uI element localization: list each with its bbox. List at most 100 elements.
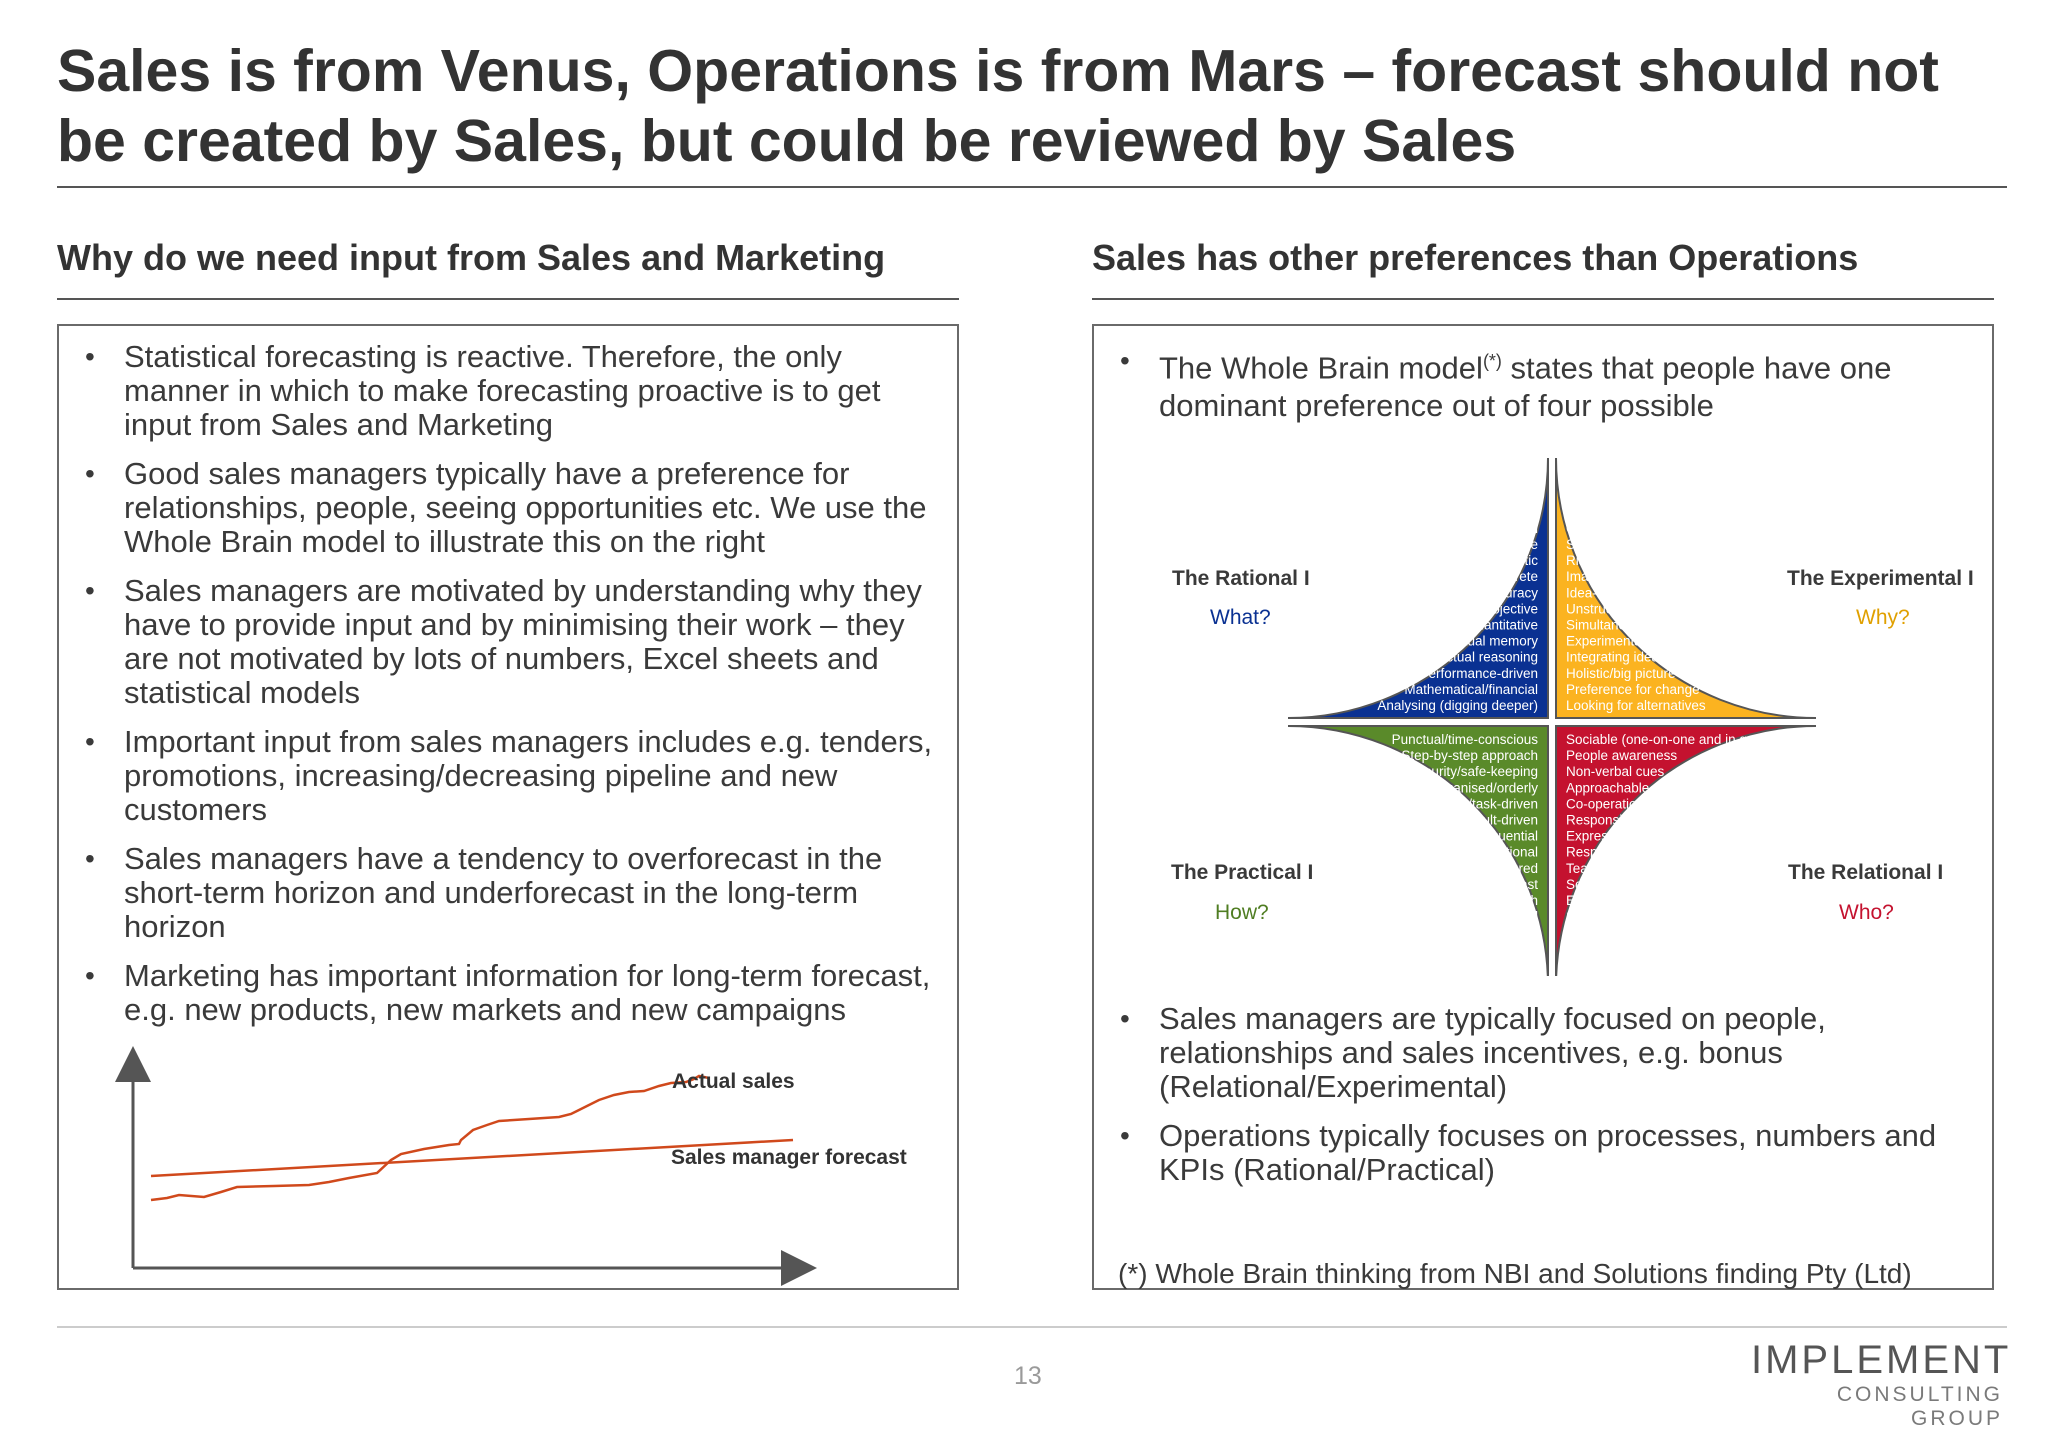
list-item: Operations typically focuses on processe… xyxy=(1104,1119,1984,1187)
practical-trait: Organised/orderly xyxy=(1431,780,1539,795)
relational-trait: Involved xyxy=(1566,925,1616,940)
experimental-trait: Looking for alternatives xyxy=(1566,698,1706,713)
list-item: Sales managers are typically focused on … xyxy=(1104,1002,1984,1104)
practical-trait: Sequential xyxy=(1474,829,1538,844)
practical-question: How? xyxy=(1215,901,1269,924)
list-item: Good sales managers typically have a pre… xyxy=(69,457,939,559)
relational-label: The Relational I xyxy=(1788,861,1944,884)
practical-trait: Steadfast xyxy=(1481,877,1538,892)
list-item: Marketing has important information for … xyxy=(69,959,939,1027)
practical-trait: Reliable xyxy=(1489,925,1538,940)
footnote: (*) Whole Brain thinking from NBI and So… xyxy=(1118,1258,1912,1289)
experimental-quadrant xyxy=(1555,457,1817,719)
practical-quadrant xyxy=(1287,725,1549,976)
rational-quadrant xyxy=(1287,457,1549,719)
rational-question: What? xyxy=(1210,606,1271,629)
left-section-heading: Why do we need input from Sales and Mark… xyxy=(57,237,886,278)
experimental-trait: Unstructured xyxy=(1566,601,1643,616)
rational-trait: Concrete xyxy=(1483,569,1538,584)
experimental-trait: Holistic/big picture xyxy=(1566,666,1676,681)
practical-trait: Thorough xyxy=(1480,893,1538,908)
list-item: The Whole Brain model(*) states that peo… xyxy=(1104,342,1974,425)
right-heading-divider xyxy=(1092,298,1994,300)
relational-trait: Sensitive xyxy=(1566,877,1621,892)
practical-trait: Security/safe-keeping xyxy=(1408,764,1538,779)
list-item: Sales managers are motivated by understa… xyxy=(69,574,939,710)
logo-subtitle: CONSULTING GROUP xyxy=(1836,1383,2003,1430)
intro-text: The Whole Brain model xyxy=(1159,350,1483,386)
practical-trait: Neat xyxy=(1509,957,1538,972)
forecast-series-line xyxy=(150,1138,794,1178)
intro-text-rest: states that people have one dominant pre… xyxy=(1159,350,1892,424)
experimental-trait: Preference for change xyxy=(1566,682,1700,697)
practical-label: The Practical I xyxy=(1171,861,1314,884)
right-intro-list: The Whole Brain model(*) states that peo… xyxy=(1104,342,1974,440)
rational-label: The Rational I xyxy=(1172,567,1310,590)
experimental-label: The Experimental I xyxy=(1787,567,1974,590)
rational-trait: Rational xyxy=(1488,521,1538,536)
relational-quadrant xyxy=(1555,725,1817,976)
practical-trait: Structured xyxy=(1476,861,1538,876)
footer-divider xyxy=(57,1326,2007,1328)
experimental-trait: Artistic xyxy=(1566,489,1607,504)
actual-sales-label: Actual sales xyxy=(672,1070,795,1093)
relational-trait: People awareness xyxy=(1566,748,1677,763)
experimental-trait: Risk-taking xyxy=(1566,553,1633,568)
intro-superscript: (*) xyxy=(1482,351,1502,371)
logo-wordmark: IMPLEMENT xyxy=(1751,1338,2012,1382)
relational-trait: Non-verbal cues xyxy=(1566,764,1665,779)
rational-trait: Factual reasoning xyxy=(1431,650,1538,665)
relational-trait: Playful xyxy=(1566,957,1607,972)
relational-trait: Responsive xyxy=(1566,813,1637,828)
rational-trait: Essence xyxy=(1486,537,1538,552)
forecast-chart: Actual sales Sales manager forecast xyxy=(115,1046,907,1286)
company-logo: IMPLEMENT CONSULTING GROUP xyxy=(1751,1338,2012,1431)
rational-trait: Critical xyxy=(1497,505,1538,520)
rational-trait: Logic xyxy=(1506,489,1539,504)
rational-trait: Quantitative xyxy=(1466,618,1538,633)
experimental-trait: Flexible xyxy=(1566,505,1613,520)
relational-trait: Teamwork xyxy=(1566,861,1628,876)
experimental-trait: Strategic xyxy=(1566,537,1620,552)
relational-trait: Respectful xyxy=(1566,845,1630,860)
rational-trait: Mathematical/financial xyxy=(1404,682,1538,697)
whole-brain-diagram: LogicCriticalRationalEssenceRealisticCon… xyxy=(1287,457,1817,976)
relational-trait: Expressive xyxy=(1566,829,1632,844)
page-number: 13 xyxy=(1014,1362,1042,1390)
relational-trait: Empathy xyxy=(1566,893,1620,908)
left-heading-divider xyxy=(57,298,959,300)
experimental-trait: Curious xyxy=(1566,521,1613,536)
relational-trait: Support xyxy=(1566,909,1614,924)
experimental-trait: Experimentation xyxy=(1566,634,1664,649)
experimental-trait: Integrating ideas xyxy=(1566,650,1666,665)
practical-trait: Punctual/time-conscious xyxy=(1392,732,1539,747)
relational-trait: Co-operation xyxy=(1566,796,1644,811)
actual-sales-series-line xyxy=(150,1074,710,1202)
left-panel: Statistical forecasting is reactive. The… xyxy=(57,324,959,1290)
experimental-trait: Imaginative xyxy=(1566,569,1635,584)
rational-trait: Analysing (digging deeper) xyxy=(1377,698,1538,713)
list-item: Important input from sales managers incl… xyxy=(69,725,939,827)
rational-trait: Accuracy xyxy=(1482,585,1538,600)
right-bullet-list: Sales managers are typically focused on … xyxy=(1104,1002,1984,1202)
practical-trait: Drive/task-driven xyxy=(1437,796,1538,811)
practical-trait: Step-by-step approach xyxy=(1401,748,1538,763)
practical-trait: Detail xyxy=(1503,941,1538,956)
practical-trait: Planned xyxy=(1488,909,1538,924)
forecast-label: Sales manager forecast xyxy=(671,1146,907,1169)
rational-trait: Objective xyxy=(1482,601,1538,616)
right-section-heading: Sales has other preferences than Operati… xyxy=(1092,237,1859,278)
page-title: Sales is from Venus, Operations is from … xyxy=(57,38,1939,174)
experimental-trait: Idea-intuition xyxy=(1566,585,1643,600)
relational-trait: Approachable xyxy=(1566,780,1649,795)
right-panel: The Whole Brain model(*) states that peo… xyxy=(1092,324,1994,1290)
relational-trait: Touch xyxy=(1566,941,1602,956)
list-item: Sales managers have a tendency to overfo… xyxy=(69,842,939,944)
rational-trait: Factual memory xyxy=(1441,634,1538,649)
relational-question: Who? xyxy=(1839,901,1894,924)
practical-trait: Traditional xyxy=(1475,845,1538,860)
practical-trait: Result-driven xyxy=(1458,813,1538,828)
experimental-trait: Simultaneous xyxy=(1566,618,1648,633)
experimental-question: Why? xyxy=(1856,606,1910,629)
list-item: Statistical forecasting is reactive. The… xyxy=(69,340,939,442)
